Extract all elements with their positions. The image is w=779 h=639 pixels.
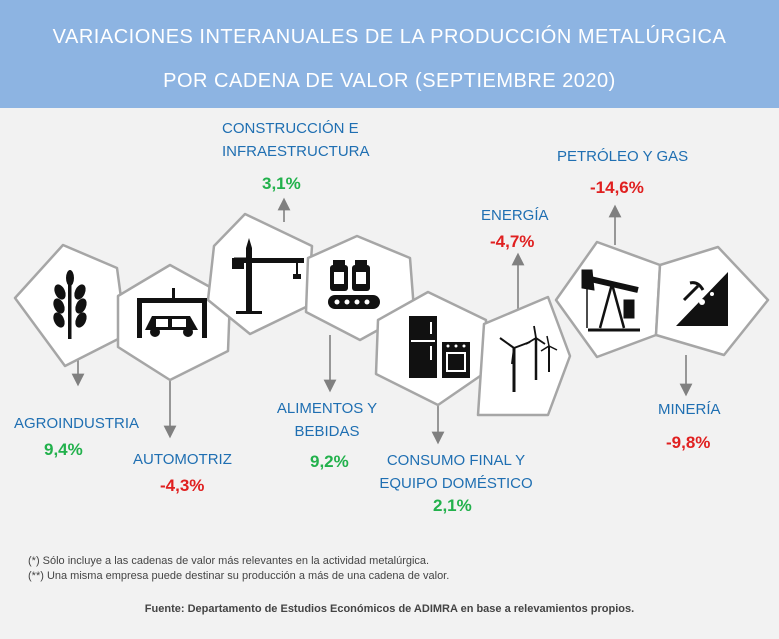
- value-alimentos: 9,2%: [310, 452, 349, 471]
- mining-icon: [676, 272, 728, 326]
- value-consumo: 2,1%: [433, 496, 472, 515]
- car-lift-icon: [137, 288, 207, 338]
- label-consumo: CONSUMO FINAL Y EQUIPO DOMÉSTICO: [379, 452, 533, 492]
- food-jars-conveyor-icon: [328, 260, 380, 309]
- label-automotriz: AUTOMOTRIZ: [133, 451, 232, 468]
- crane-icon: [232, 238, 304, 314]
- oil-pump-icon: [581, 269, 640, 332]
- label-construccion: CONSTRUCCIÓN E INFRAESTRUCTURA: [222, 120, 370, 160]
- wheat-icon: [53, 270, 87, 339]
- value-construccion: 3,1%: [262, 174, 301, 193]
- header-banner: VARIACIONES INTERANUALES DE LA PRODUCCIÓ…: [0, 0, 779, 108]
- value-petroleo: -14,6%: [590, 178, 644, 197]
- hex-construccion: [206, 212, 314, 336]
- wind-turbines-icon: [499, 325, 558, 392]
- label-alimentos: ALIMENTOS Y BEBIDAS: [276, 400, 378, 440]
- footnote-2: (**) Una misma empresa puede destinar su…: [28, 570, 450, 582]
- value-agroindustria: 9,4%: [44, 440, 83, 459]
- appliances-icon: [409, 316, 470, 378]
- label-agroindustria: AGROINDUSTRIA: [14, 415, 140, 432]
- value-mineria: -9,8%: [666, 433, 711, 452]
- source-note: Fuente: Departamento de Estudios Económi…: [144, 603, 635, 615]
- label-petroleo: PETRÓLEO Y GAS: [557, 148, 689, 165]
- title-line-2: POR CADENA DE VALOR (SEPTIEMBRE 2020): [163, 70, 616, 92]
- label-energia: ENERGÍA: [481, 207, 549, 224]
- hex-energia: [476, 295, 572, 417]
- label-mineria: MINERÍA: [658, 401, 721, 418]
- title-line-1: VARIACIONES INTERANUALES DE LA PRODUCCIÓ…: [52, 26, 727, 48]
- value-automotriz: -4,3%: [160, 476, 205, 495]
- value-energia: -4,7%: [490, 232, 535, 251]
- connector-arrows: [71, 197, 693, 445]
- footnote-1: (*) Sólo incluye a las cadenas de valor …: [28, 555, 430, 567]
